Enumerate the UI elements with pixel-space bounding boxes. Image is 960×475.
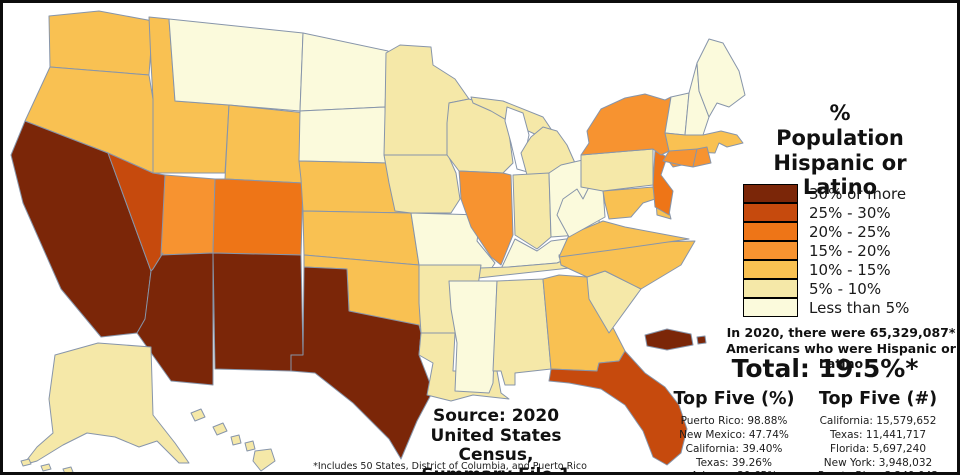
legend: 30% or more 25% - 30% 20% - 25% 15% - 20… — [743, 184, 909, 317]
state-ct — [662, 148, 698, 168]
state-nd — [299, 32, 389, 112]
list-item: Texas: 11,441,717 — [829, 428, 927, 441]
list-item: Arizona: 30.65% — [659, 470, 809, 472]
state-az — [136, 252, 214, 386]
total-percentage: Total: 19.5%* — [731, 354, 919, 383]
state-ak-aleutian-island — [40, 463, 52, 472]
legend-label: 5% - 10% — [809, 279, 882, 298]
top-five-percent-list: Top Five (%) Puerto Rico: 98.88% New Mex… — [659, 389, 809, 472]
state-ut — [160, 174, 216, 256]
state-pa — [580, 148, 654, 192]
legend-row: Less than 5% — [743, 297, 910, 317]
legend-swatch-15-20 — [743, 240, 798, 260]
list-item: New York: 3,948,032 — [823, 456, 933, 469]
top-five-count-list: Top Five (#) California: 15,579,652 Texa… — [803, 389, 953, 472]
footnote: *Includes 50 States, District of Columbi… — [313, 461, 587, 472]
state-ny — [580, 93, 672, 156]
list-item: New Mexico: 47.74% — [679, 428, 789, 441]
state-il — [458, 170, 514, 266]
list-item: Florida: 5,697,240 — [829, 442, 927, 455]
legend-row: 5% - 10% — [743, 278, 909, 298]
state-ak — [22, 342, 190, 466]
state-in — [512, 172, 552, 250]
legend-label: 15% - 20% — [809, 241, 891, 260]
state-al — [492, 278, 552, 386]
population-annotation: In 2020, there were 65,329,087* American… — [726, 325, 956, 372]
source-citation: Source: 2020 United States Census, Summa… — [421, 406, 570, 472]
top-five-percent-title: Top Five (%) — [673, 389, 795, 409]
list-item: California: 15,579,652 — [819, 415, 937, 427]
state-ri — [692, 146, 712, 168]
list-item: Puerto Rico: 3,249,043 — [803, 470, 953, 472]
state-wy — [224, 104, 307, 184]
state-ia — [383, 154, 461, 214]
state-md — [602, 186, 656, 220]
state-hi-big-island — [252, 448, 276, 472]
legend-swatch-5-10 — [743, 278, 798, 298]
state-ak-aleutian-island — [62, 466, 74, 472]
state-ak-aleutian-island — [20, 458, 32, 467]
legend-row: 15% - 20% — [743, 240, 909, 260]
state-hi-island — [190, 408, 206, 422]
state-hi-island — [244, 440, 256, 452]
legend-row: 10% - 15% — [743, 259, 909, 279]
state-ms — [448, 280, 498, 394]
state-me — [696, 38, 746, 118]
list-item: California: 39.40% — [685, 442, 783, 455]
list-item: Puerto Rico: 98.88% — [680, 415, 788, 427]
legend-swatch-25-30 — [743, 202, 798, 222]
state-co — [212, 178, 304, 256]
legend-label: 30% or more — [809, 184, 907, 203]
state-hi-island — [212, 422, 228, 436]
legend-row: 25% - 30% — [743, 202, 909, 222]
top-five-count-title: Top Five (#) — [818, 389, 938, 409]
state-va — [558, 220, 690, 258]
legend-label: 25% - 30% — [809, 203, 891, 222]
legend-title: % Population Hispanic or Latino — [773, 101, 907, 200]
legend-label: Less than 5% — [809, 298, 910, 317]
list-item: Texas: 39.26% — [696, 456, 772, 469]
legend-swatch-less-than-5 — [743, 297, 798, 317]
state-mt — [168, 18, 304, 112]
state-sd — [298, 106, 390, 164]
us-choropleth-map — [10, 10, 746, 472]
state-wa — [48, 10, 154, 76]
legend-label: 20% - 25% — [809, 222, 891, 241]
state-hi-island — [230, 434, 242, 446]
legend-row: 30% or more — [743, 184, 909, 203]
legend-swatch-20-25 — [743, 221, 798, 241]
legend-swatch-10-15 — [743, 259, 798, 279]
state-nm — [212, 252, 304, 372]
state-fl — [548, 350, 688, 466]
legend-swatch-30-or-more — [743, 184, 798, 203]
state-pr-island — [696, 335, 707, 345]
legend-label: 10% - 15% — [809, 260, 891, 279]
state-pr — [644, 328, 694, 351]
state-tx — [290, 266, 434, 460]
legend-row: 20% - 25% — [743, 221, 909, 241]
